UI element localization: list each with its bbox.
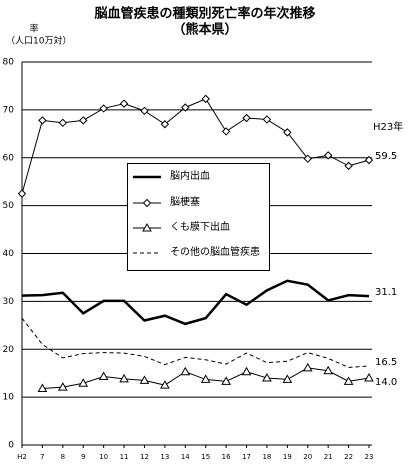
marker	[283, 128, 292, 137]
marker	[181, 103, 190, 112]
marker	[119, 373, 129, 383]
y-tick-label: 70	[3, 105, 15, 115]
marker	[119, 99, 129, 108]
y-tick-label: 40	[3, 249, 15, 259]
marker	[17, 189, 27, 198]
y-tick-label: 10	[3, 393, 15, 403]
marker	[142, 222, 152, 232]
marker	[323, 151, 333, 160]
y-tick-label: 30	[3, 297, 15, 307]
legend-swatch	[133, 222, 161, 232]
marker	[241, 366, 252, 376]
marker	[38, 116, 47, 125]
x-tick-label: 18	[262, 453, 271, 461]
y-axis-unit: （人口10万対）	[6, 35, 71, 47]
x-tick-label: 16	[222, 453, 231, 461]
x-tick-label: 15	[201, 453, 210, 461]
legend-label: その他の脳血管疾患	[170, 247, 260, 258]
legend-label: くも膜下出血	[170, 222, 230, 233]
marker	[160, 380, 170, 389]
x-tick-label: 20	[303, 453, 312, 461]
legend-label: 脳内出血	[170, 171, 210, 182]
marker	[282, 374, 293, 383]
annotation: H23年	[373, 120, 403, 133]
legend: 脳内出血脳梗塞くも膜下出血その他の脳血管疾患	[127, 163, 270, 271]
series-line	[21, 317, 370, 368]
chart-subtitle: （熊本県）	[172, 22, 237, 38]
legend-swatch	[133, 252, 161, 254]
marker	[37, 383, 48, 393]
marker	[200, 374, 211, 383]
y-tick-label: 50	[3, 201, 15, 211]
value-label: 14.0	[375, 377, 397, 388]
legend-label: 脳梗塞	[170, 197, 200, 208]
y-tick-label: 0	[8, 441, 14, 451]
x-tick-label: 22	[344, 453, 353, 461]
marker	[262, 372, 272, 382]
marker	[139, 375, 150, 384]
marker	[140, 106, 149, 116]
x-tick-label: 12	[140, 453, 149, 461]
legend-entry: 脳梗塞	[128, 196, 266, 210]
marker	[160, 120, 170, 129]
x-tick-label: 23	[365, 453, 374, 461]
marker	[142, 198, 152, 208]
x-tick-label: 10	[99, 453, 108, 461]
marker	[201, 94, 210, 104]
value-label: 59.5	[375, 151, 397, 162]
x-tick-label: 21	[324, 453, 333, 461]
y-axis-label: 率	[29, 23, 38, 35]
marker	[98, 371, 109, 381]
marker	[343, 376, 354, 385]
marker	[221, 127, 231, 136]
x-tick-label: 11	[120, 453, 129, 461]
x-tick-label: 14	[181, 453, 190, 461]
x-tick-label: H2	[17, 453, 27, 461]
marker	[302, 362, 313, 372]
marker	[221, 376, 231, 385]
marker	[323, 365, 334, 375]
value-label: 16.5	[375, 357, 397, 368]
x-tick-label: 13	[160, 453, 169, 461]
chart-title: 脳血管疾患の種類別死亡率の年次推移	[94, 6, 315, 22]
marker	[344, 161, 353, 171]
legend-entry: くも膜下出血	[128, 221, 266, 235]
marker	[262, 115, 272, 124]
value-label: 31.1	[375, 287, 397, 298]
series-line	[21, 279, 370, 326]
x-tick-label: 17	[242, 453, 251, 461]
x-tick-label: 19	[283, 453, 292, 461]
marker	[58, 118, 68, 128]
x-tick-label: 7	[40, 453, 44, 461]
marker	[78, 378, 89, 387]
marker	[303, 154, 312, 163]
marker	[242, 113, 251, 123]
legend-swatch	[133, 198, 161, 208]
marker	[180, 366, 191, 376]
legend-entry: 脳内出血	[128, 170, 266, 184]
x-tick-label: 8	[61, 453, 65, 461]
y-tick-label: 20	[3, 345, 15, 355]
marker	[79, 116, 88, 125]
y-tick-label: 80	[3, 58, 15, 68]
marker	[57, 382, 68, 391]
marker	[99, 104, 108, 113]
legend-swatch	[133, 175, 161, 179]
marker	[364, 372, 374, 382]
y-tick-label: 60	[3, 153, 15, 163]
marker	[364, 155, 374, 165]
legend-entry: その他の脳血管疾患	[128, 246, 266, 260]
x-tick-label: 9	[81, 453, 85, 461]
